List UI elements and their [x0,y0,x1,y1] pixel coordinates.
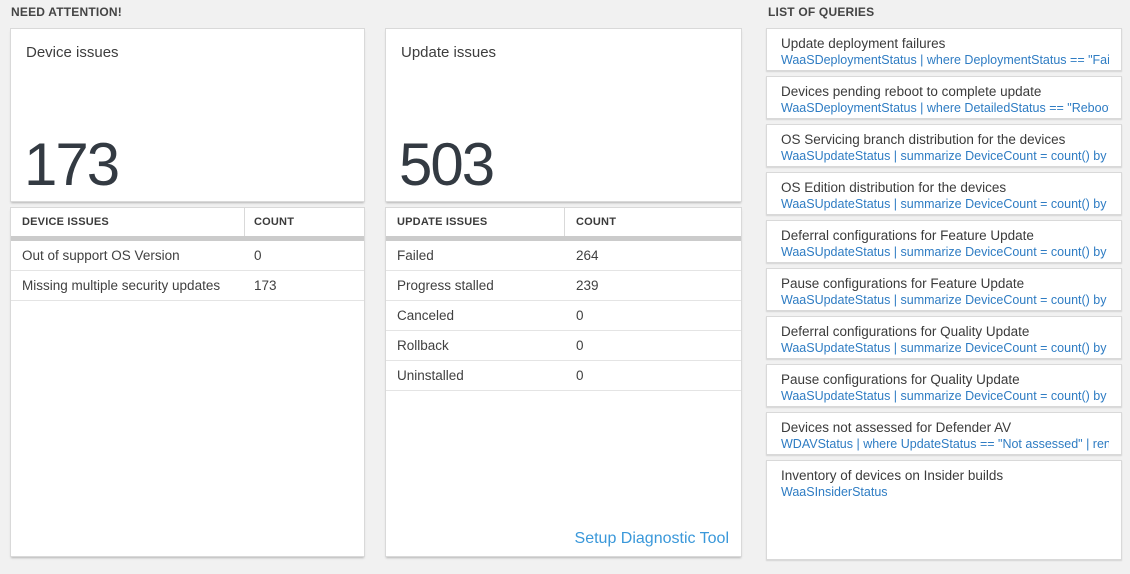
row-label: Uninstalled [397,368,464,383]
query-item[interactable]: OS Servicing branch distribution for the… [766,124,1122,167]
row-count: 264 [576,248,599,263]
update-issue-row[interactable]: Progress stalled 239 [386,271,741,301]
query-text[interactable]: WaaSUpdateStatus | summarize DeviceCount… [781,197,1109,211]
row-count: 0 [254,248,262,263]
query-item[interactable]: Devices not assessed for Defender AV WDA… [766,412,1122,455]
update-issues-table: UPDATE ISSUES COUNT Failed 264 Progress … [385,207,742,557]
query-title: Pause configurations for Quality Update [781,372,1020,387]
row-label: Missing multiple security updates [22,278,221,293]
row-count: 0 [576,338,584,353]
update-issue-row[interactable]: Failed 264 [386,241,741,271]
query-title: OS Edition distribution for the devices [781,180,1007,195]
query-title: Devices not assessed for Defender AV [781,420,1012,435]
device-table-header-issue: DEVICE ISSUES [22,216,109,228]
query-item[interactable]: Update deployment failures WaaSDeploymen… [766,28,1122,71]
query-text[interactable]: WaaSUpdateStatus | summarize DeviceCount… [781,389,1109,403]
query-item[interactable]: Deferral configurations for Feature Upda… [766,220,1122,263]
row-label: Progress stalled [397,278,494,293]
query-text[interactable]: WaaSInsiderStatus [781,485,888,499]
query-title: OS Servicing branch distribution for the… [781,132,1066,147]
query-title: Devices pending reboot to complete updat… [781,84,1042,99]
query-title: Deferral configurations for Feature Upda… [781,228,1034,243]
row-count: 0 [576,368,584,383]
update-issue-row[interactable]: Rollback 0 [386,331,741,361]
update-issue-row[interactable]: Canceled 0 [386,301,741,331]
query-title: Inventory of devices on Insider builds [781,468,1004,483]
row-label: Out of support OS Version [22,248,180,263]
query-title: Update deployment failures [781,36,946,51]
row-label: Rollback [397,338,449,353]
update-issues-count: 503 [399,131,495,198]
list-of-queries-section-label: LIST OF QUERIES [768,5,875,19]
device-issue-row[interactable]: Missing multiple security updates 173 [11,271,364,301]
update-table-body: Failed 264 Progress stalled 239 Canceled… [386,241,741,391]
update-issues-tile[interactable]: Update issues 503 [385,28,742,202]
update-issues-title: Update issues [401,44,497,61]
device-issues-tile[interactable]: Device issues 173 [10,28,365,202]
query-title: Pause configurations for Feature Update [781,276,1025,291]
query-text[interactable]: WaaSUpdateStatus | summarize DeviceCount… [781,293,1109,307]
column-divider [564,208,565,236]
query-item[interactable]: Inventory of devices on Insider builds W… [766,460,1122,560]
device-table-header-row: DEVICE ISSUES COUNT [11,208,364,236]
query-title: Deferral configurations for Quality Upda… [781,324,1030,339]
need-attention-section-label: NEED ATTENTION! [11,5,122,19]
update-table-header-issue: UPDATE ISSUES [397,216,488,228]
query-text[interactable]: WaaSUpdateStatus | summarize DeviceCount… [781,341,1109,355]
device-table-header-count: COUNT [254,216,295,228]
device-issues-title: Device issues [26,44,119,61]
query-item[interactable]: Deferral configurations for Quality Upda… [766,316,1122,359]
device-table-body: Out of support OS Version 0 Missing mult… [11,241,364,301]
query-text[interactable]: WaaSDeploymentStatus | where DetailedSta… [781,101,1109,115]
update-issue-row[interactable]: Uninstalled 0 [386,361,741,391]
query-list: Update deployment failures WaaSDeploymen… [766,28,1122,560]
query-text[interactable]: WaaSUpdateStatus | summarize DeviceCount… [781,245,1109,259]
setup-diagnostic-tool-link[interactable]: Setup Diagnostic Tool [574,530,729,547]
row-label: Failed [397,248,434,263]
table-header-separator [386,236,741,241]
row-count: 0 [576,308,584,323]
query-item[interactable]: Pause configurations for Quality Update … [766,364,1122,407]
table-header-separator [11,236,364,241]
column-divider [244,208,245,236]
device-issues-table: DEVICE ISSUES COUNT Out of support OS Ve… [10,207,365,557]
row-count: 173 [254,278,277,293]
device-issues-count: 173 [24,131,120,198]
query-item[interactable]: OS Edition distribution for the devices … [766,172,1122,215]
update-table-header-row: UPDATE ISSUES COUNT [386,208,741,236]
row-count: 239 [576,278,599,293]
update-table-header-count: COUNT [576,216,617,228]
device-issue-row[interactable]: Out of support OS Version 0 [11,241,364,271]
query-text[interactable]: WDAVStatus | where UpdateStatus == "Not … [781,437,1109,451]
query-text[interactable]: WaaSUpdateStatus | summarize DeviceCount… [781,149,1109,163]
query-item[interactable]: Pause configurations for Feature Update … [766,268,1122,311]
row-label: Canceled [397,308,455,323]
query-item[interactable]: Devices pending reboot to complete updat… [766,76,1122,119]
query-text[interactable]: WaaSDeploymentStatus | where DeploymentS… [781,53,1109,67]
